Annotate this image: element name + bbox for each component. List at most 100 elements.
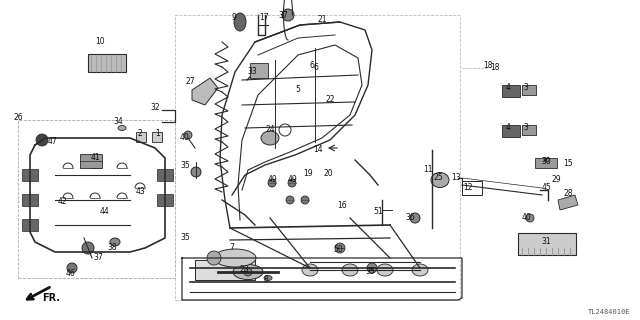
Ellipse shape [214,249,256,267]
Text: 42: 42 [57,197,67,206]
Text: 45: 45 [541,182,551,191]
Text: 25: 25 [433,172,443,181]
Text: FR.: FR. [42,293,60,303]
Text: 50: 50 [333,245,343,254]
Text: 11: 11 [423,165,433,174]
Text: 15: 15 [563,159,573,169]
Text: 37: 37 [278,11,288,20]
Ellipse shape [412,264,428,276]
Text: 18: 18 [483,60,493,69]
Circle shape [82,242,94,254]
Bar [462,181,482,195]
Ellipse shape [264,276,272,281]
Bar [502,85,520,97]
Text: 38: 38 [107,243,117,252]
Ellipse shape [261,131,279,145]
Ellipse shape [342,264,358,276]
Text: 34: 34 [113,116,123,125]
Bar [18,120,175,278]
Bar [518,233,576,255]
Text: 30: 30 [541,157,550,163]
Text: 6: 6 [310,60,314,69]
Circle shape [410,213,420,223]
Ellipse shape [302,264,318,276]
Bar [152,132,162,142]
Text: 24: 24 [265,125,275,134]
Bar [80,154,102,168]
Bar [250,63,268,78]
Text: 17: 17 [259,13,269,22]
Ellipse shape [234,13,246,31]
Ellipse shape [118,125,126,131]
Ellipse shape [431,172,449,188]
Polygon shape [558,195,578,210]
Text: 3: 3 [524,124,529,132]
Bar [88,54,126,72]
Text: 49: 49 [267,175,277,185]
Circle shape [301,196,309,204]
Text: 22: 22 [325,95,335,105]
FancyArrowPatch shape [247,74,253,80]
Ellipse shape [377,264,393,276]
Circle shape [526,214,534,222]
Text: 7: 7 [230,244,234,252]
Bar [157,194,173,206]
Text: 37: 37 [93,252,103,261]
Circle shape [36,134,48,146]
Circle shape [184,131,192,139]
Bar [136,132,146,142]
Bar [535,158,557,168]
Text: 31: 31 [541,237,551,246]
Text: 44: 44 [100,207,110,217]
Text: 12: 12 [463,182,473,191]
Text: 28: 28 [563,189,573,198]
Circle shape [288,179,296,187]
Text: 5: 5 [296,85,300,94]
Bar [22,219,38,231]
Text: 23: 23 [239,266,249,275]
Text: 8: 8 [264,276,268,284]
Text: TL2484010E: TL2484010E [588,309,630,315]
Text: 4: 4 [506,84,511,92]
Text: 35: 35 [365,268,375,276]
Text: 2: 2 [138,129,142,138]
Ellipse shape [110,238,120,246]
Text: 13: 13 [451,172,461,181]
Text: 33: 33 [247,68,257,76]
Text: 3: 3 [524,84,529,92]
Text: 29: 29 [551,175,561,185]
Text: 10: 10 [95,37,105,46]
Bar [522,125,536,135]
Text: 30: 30 [541,157,551,166]
Circle shape [67,263,77,273]
Text: 47: 47 [47,138,57,147]
Text: 43: 43 [135,188,145,196]
Text: 19: 19 [303,170,313,179]
Text: 14: 14 [313,146,323,155]
Text: 51: 51 [373,207,383,217]
Circle shape [367,263,377,273]
Polygon shape [192,78,218,105]
Text: 41: 41 [90,154,100,163]
Bar [175,15,460,300]
Text: 16: 16 [337,201,347,210]
Text: 4: 4 [506,124,511,132]
Bar [22,194,38,206]
Bar [22,169,38,181]
Text: 35: 35 [180,161,190,170]
Text: 35: 35 [180,233,190,242]
Text: 18: 18 [490,63,499,73]
Text: 40: 40 [180,133,190,142]
Circle shape [282,9,294,21]
Ellipse shape [207,251,221,265]
Text: 6: 6 [314,63,319,73]
Text: 40: 40 [521,212,531,221]
Bar [522,85,536,95]
Circle shape [268,179,276,187]
Bar [502,125,520,137]
Ellipse shape [233,265,263,279]
Text: 21: 21 [317,15,327,25]
Text: 1: 1 [156,129,161,138]
Text: 20: 20 [323,170,333,179]
Circle shape [286,196,294,204]
